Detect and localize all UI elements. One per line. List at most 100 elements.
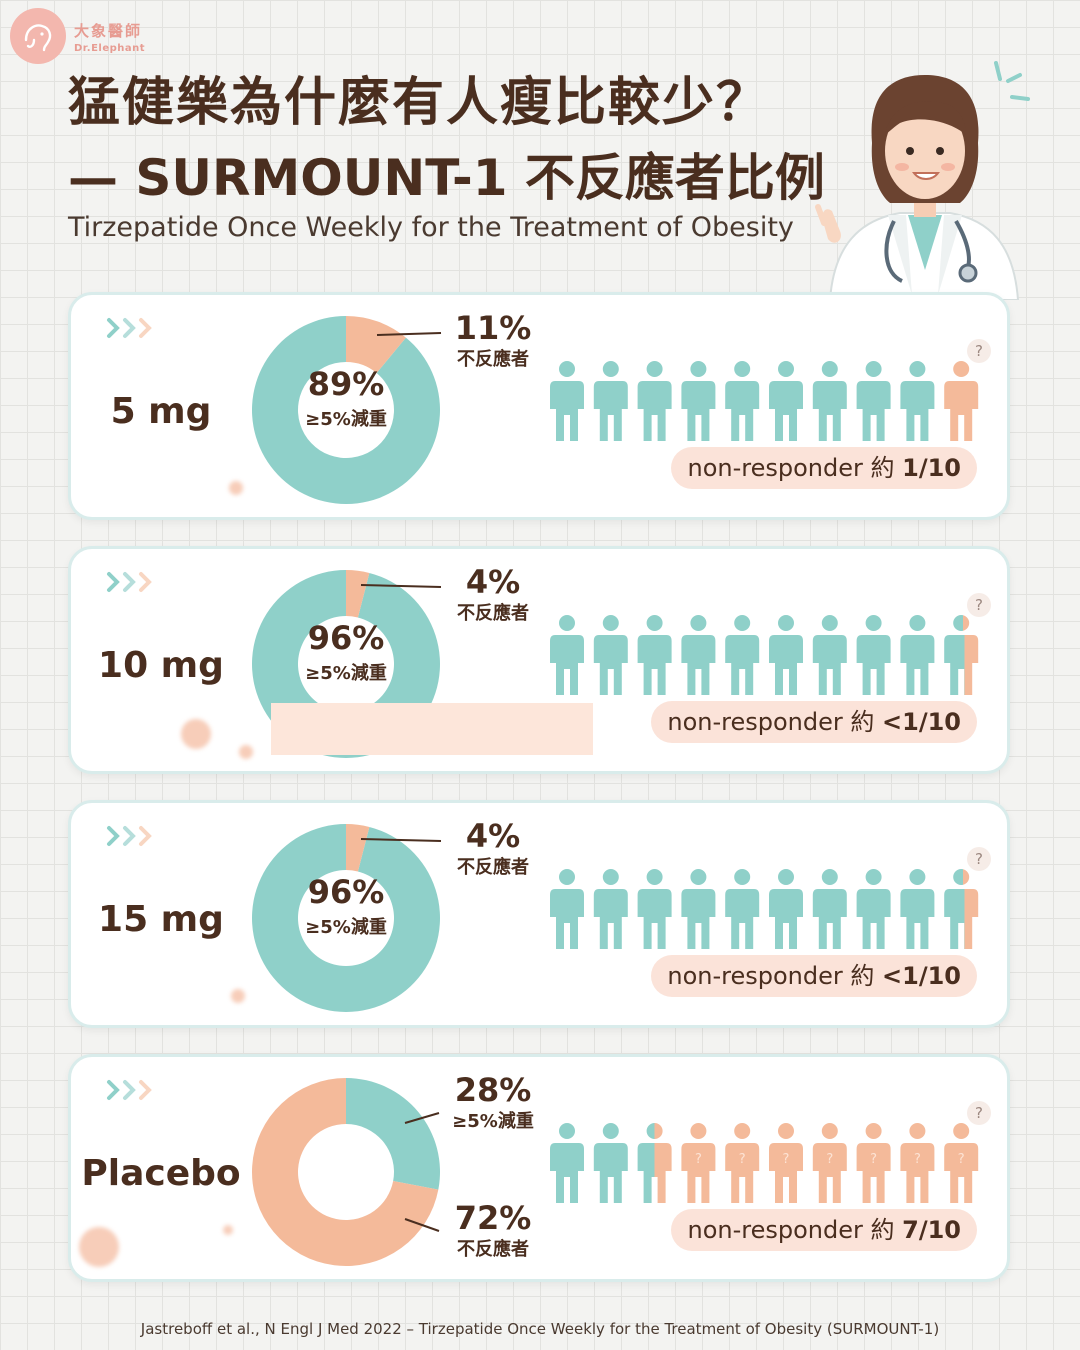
- person-icon: [550, 361, 584, 441]
- person-icon: [944, 869, 979, 949]
- callout-label: ≥5%減重: [452, 1111, 534, 1132]
- person-icon: [725, 615, 760, 695]
- person-icon: [637, 615, 672, 695]
- svg-text:?: ?: [739, 1152, 746, 1167]
- person-icon: ?: [812, 1123, 847, 1203]
- people-pictogram: ???????: [550, 1123, 979, 1203]
- svg-text:?: ?: [783, 1152, 790, 1167]
- center-percent: 96%: [307, 873, 385, 911]
- people-pictogram: [550, 869, 979, 949]
- person-icon: [725, 361, 760, 441]
- elephant-icon: [24, 24, 52, 52]
- person-icon: [725, 869, 760, 949]
- person-icon: ?: [769, 1123, 803, 1203]
- callout-percent: 11%: [454, 309, 532, 347]
- people-pictogram: [550, 615, 979, 695]
- donut-slice-non-responder: [346, 316, 406, 374]
- donut-center: 89% ≥5%減重: [249, 365, 443, 431]
- person-icon: [856, 361, 891, 441]
- person-icon: [944, 361, 979, 441]
- svg-text:?: ?: [870, 1152, 877, 1167]
- donut-slice-non-responder: [346, 570, 370, 618]
- person-icon: [900, 361, 935, 441]
- callout-percent: 28%: [454, 1071, 532, 1109]
- donut-slice-responder: [346, 1078, 440, 1190]
- dose-card-5mg: 5 mg 89% ≥5%減重 11% 不反應者 ? non-responder …: [68, 292, 1010, 520]
- pill-value: <1/10: [882, 708, 961, 736]
- person-icon: [593, 361, 628, 441]
- chevron-right-icon: [107, 572, 152, 592]
- elephant-logo: [10, 8, 66, 64]
- callout-label: 不反應者: [457, 349, 529, 370]
- doctor-illustration: [815, 61, 1030, 300]
- callout-non-responder: 11% 不反應者: [443, 309, 543, 371]
- question-mark-icon: ?: [967, 339, 991, 363]
- person-icon: [681, 869, 716, 949]
- person-icon: [812, 869, 847, 949]
- person-icon: ?: [681, 1123, 716, 1203]
- center-percent: 89%: [307, 365, 385, 403]
- logo-name-cn: 大象醫師: [74, 22, 143, 40]
- person-icon: [944, 615, 979, 695]
- donut-slice-non-responder: [346, 824, 370, 872]
- person-icon: [681, 615, 716, 695]
- person-icon: [637, 1123, 672, 1203]
- callout-non-responder: 4% 不反應者: [443, 817, 543, 879]
- dose-card-10mg: 10 mg 96% ≥5%減重 4% 不反應者 ? non-responder …: [68, 546, 1010, 774]
- person-icon: [812, 361, 847, 441]
- pill-text: non-responder 約: [667, 708, 875, 736]
- person-icon: [637, 361, 672, 441]
- decorative-dot: [239, 745, 253, 759]
- person-icon: [769, 869, 803, 949]
- dose-label: 5 mg: [110, 391, 212, 432]
- page-title: 猛健樂為什麼有人瘦比較少？: [68, 73, 771, 133]
- chevron-right-icon: [107, 318, 152, 338]
- person-icon: [900, 615, 935, 695]
- donut-slice-responder: [251, 824, 440, 1012]
- center-label: ≥5%減重: [305, 917, 387, 938]
- non-responder-pill: non-responder 約 <1/10: [651, 701, 977, 743]
- person-icon: ?: [900, 1123, 935, 1203]
- donut-center: 96% ≥5%減重: [249, 873, 443, 939]
- citation: Jastreboff et al., N Engl J Med 2022 – T…: [140, 1320, 940, 1338]
- logo-name-en: Dr.Elephant: [74, 43, 146, 54]
- person-icon: [550, 1123, 584, 1203]
- chevron-right-icon: [107, 1080, 152, 1100]
- person-icon: [900, 869, 935, 949]
- dose-label: 10 mg: [98, 645, 224, 686]
- donut-chart: [251, 1078, 440, 1266]
- pill-text: non-responder 約: [687, 1216, 895, 1244]
- center-label: ≥5%減重: [305, 663, 387, 684]
- person-icon: [593, 869, 628, 949]
- pill-value: <1/10: [882, 962, 961, 990]
- svg-text:?: ?: [695, 1152, 702, 1167]
- person-icon: [593, 615, 628, 695]
- callout-responder: 28% ≥5%減重: [443, 1071, 543, 1133]
- question-mark-icon: ?: [967, 593, 991, 617]
- page-title-line2: — SURMOUNT-1 不反應者比例: [68, 149, 825, 207]
- pill-value: 1/10: [902, 454, 961, 482]
- callout-label: 不反應者: [457, 857, 529, 878]
- dose-label: Placebo: [81, 1153, 241, 1194]
- callout-percent: 72%: [454, 1199, 532, 1237]
- pill-text: non-responder 約: [687, 454, 895, 482]
- dose-label: 15 mg: [98, 899, 224, 940]
- people-pictogram: [550, 361, 979, 441]
- center-label: ≥5%減重: [305, 409, 387, 430]
- decorative-dot: [231, 989, 245, 1003]
- chevron-right-icon: [107, 826, 152, 846]
- decorative-dot: [181, 719, 211, 749]
- person-icon: ?: [944, 1123, 979, 1203]
- person-icon: [856, 869, 891, 949]
- non-responder-pill: non-responder 約 <1/10: [651, 955, 977, 997]
- donut-slice-responder: [252, 316, 440, 504]
- callout-percent: 4%: [465, 817, 521, 855]
- redaction-block: [271, 703, 593, 755]
- callout-label: 不反應者: [457, 603, 529, 624]
- person-icon: [550, 615, 584, 695]
- question-mark-icon: ?: [967, 847, 991, 871]
- non-responder-pill: non-responder 約 7/10: [671, 1209, 977, 1251]
- page-subtitle: Tirzepatide Once Weekly for the Treatmen…: [68, 212, 794, 243]
- callout-percent: 4%: [465, 563, 521, 601]
- donut-chart: [252, 316, 440, 504]
